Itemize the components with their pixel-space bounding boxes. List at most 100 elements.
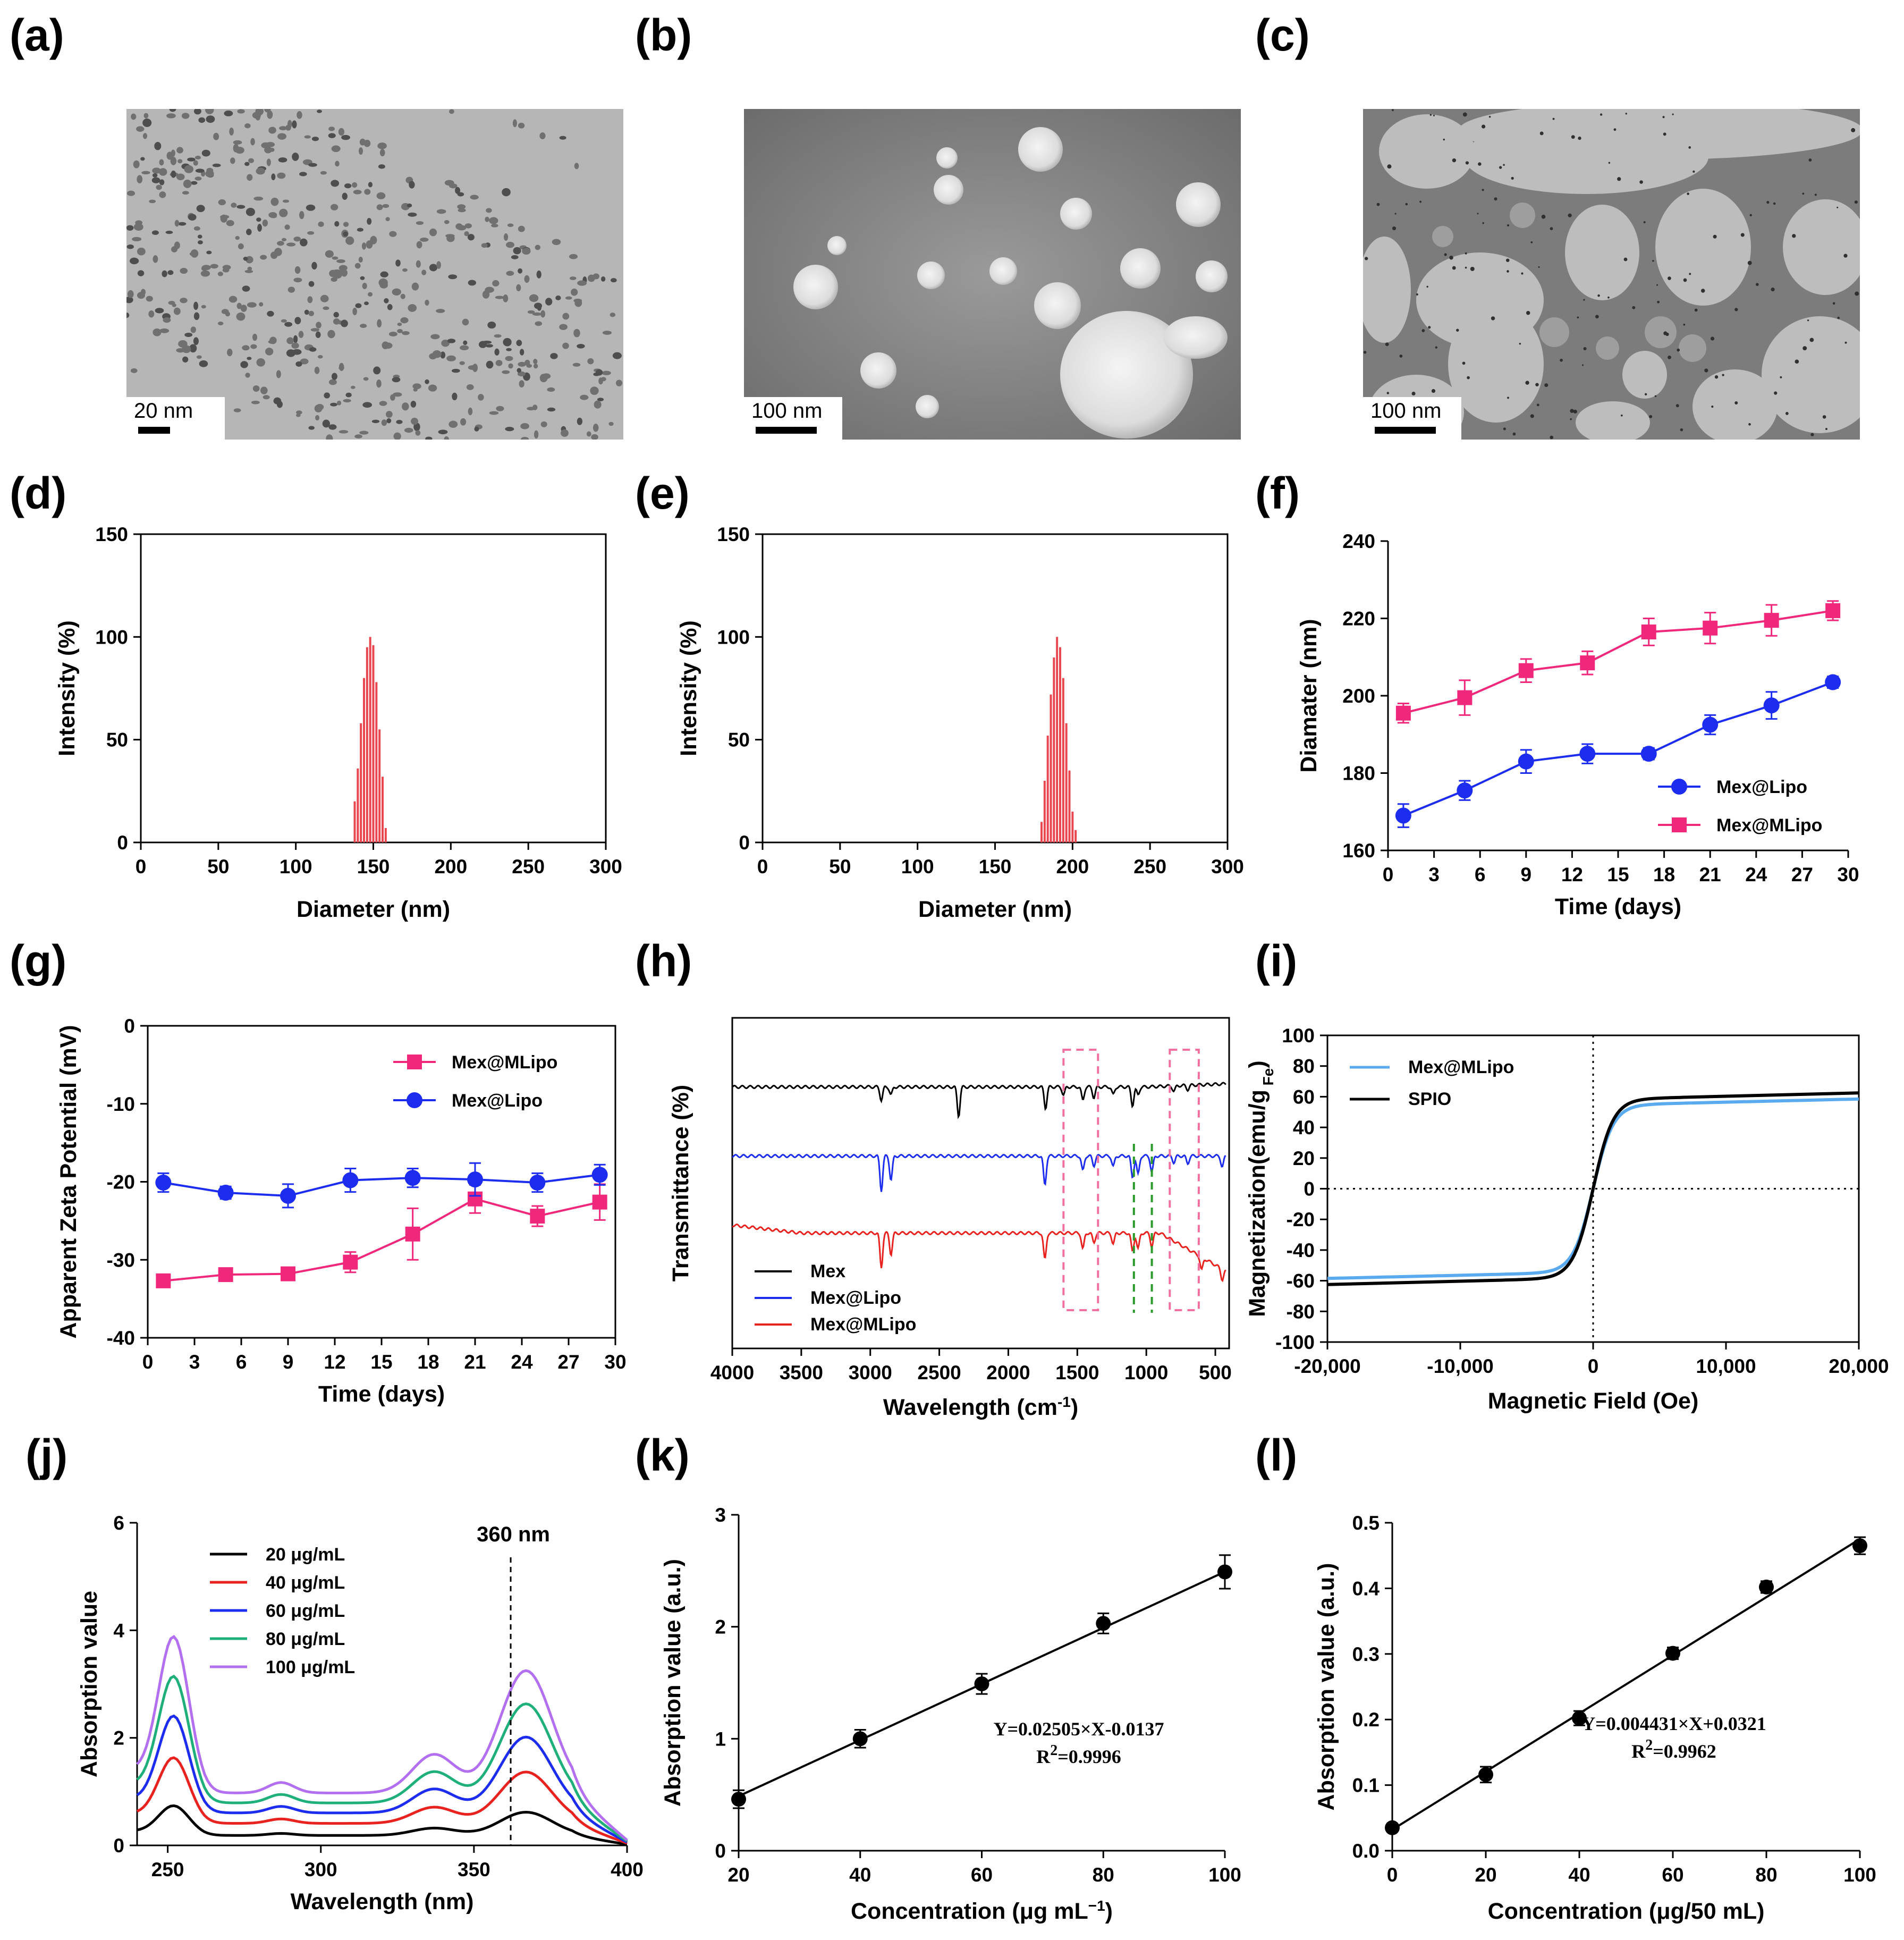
chart-j-legend-label: 60 μg/mL: [266, 1601, 345, 1621]
chart-f-legend-marker: [1671, 779, 1687, 795]
chart-h-legend-label: Mex@MLipo: [810, 1314, 916, 1335]
chart-g-point: [529, 1174, 546, 1191]
chart-h-y-label: Transmittance (%): [668, 1085, 693, 1281]
chart-l-x-tick-label: 80: [1755, 1864, 1777, 1886]
chart-e-frame: [761, 533, 1229, 844]
chart-j-y-tick-label: 4: [113, 1620, 124, 1641]
chart-e-y-tick-label: 150: [717, 524, 750, 545]
panel-label-g: (g): [10, 936, 67, 986]
chart-j-x-tick-label: 300: [304, 1859, 337, 1880]
chart-k-point: [1096, 1616, 1111, 1631]
chart-k-y-tick-label: 2: [715, 1616, 726, 1638]
chart-d-y-tick-label: 50: [106, 729, 128, 751]
chart-j-series-line: [137, 1804, 628, 1846]
chart-e-y-tick-label: 50: [728, 729, 750, 751]
chart-e-x-tick-label: 250: [1133, 856, 1166, 878]
chart-g-legend-label: Mex@MLipo: [452, 1052, 557, 1073]
chart-f-x-tick-label: 21: [1699, 864, 1721, 885]
chart-l-x-tick-label: 60: [1662, 1864, 1683, 1886]
chart-f-legend-marker: [1672, 817, 1687, 832]
chart-g-point: [343, 1254, 358, 1270]
chart-f-point: [1763, 697, 1780, 714]
chart-e-bar: [1050, 694, 1052, 842]
panel-label-c: (c): [1255, 10, 1310, 60]
chart-d-bar: [353, 801, 356, 842]
chart-g-x-tick-label: 12: [324, 1351, 345, 1373]
chart-g-x-tick-label: 15: [370, 1351, 392, 1373]
tem-image-a: 20 nm: [126, 109, 623, 440]
chart-g-y-tick-label: 0: [124, 1015, 135, 1037]
scale-label-a: 20 nm: [134, 399, 193, 423]
chart-d-x-tick-label: 100: [280, 856, 312, 878]
chart-j-series-line: [136, 1756, 628, 1845]
chart-f-point: [1580, 655, 1595, 671]
chart-g-zeta-potential: 0 3 6 9 12 15 18 21 24 27 30 -40 -30 -20 -10 0 Time (day…: [56, 1015, 627, 1407]
chart-d-x-tick-label: 0: [136, 856, 147, 878]
chart-e-x-label: Diameter (nm): [918, 897, 1072, 922]
chart-f-point: [1457, 782, 1473, 799]
chart-k-equation: Y=0.02505×X-0.0137: [993, 1718, 1164, 1740]
chart-j-y-label: Absorption value: [77, 1591, 102, 1777]
chart-g-y-tick-label: -20: [107, 1171, 135, 1193]
chart-j-y-tick-label: 6: [113, 1512, 124, 1534]
chart-k-x-tick-label: 40: [849, 1864, 871, 1886]
chart-k-x-tick-label: 60: [971, 1864, 993, 1886]
chart-f-point: [1764, 613, 1779, 628]
chart-e-x-tick-label: 100: [901, 856, 934, 878]
chart-h-x-tick-label: 1500: [1055, 1362, 1099, 1384]
chart-f-point: [1825, 674, 1841, 690]
chart-j-x-label: Wavelength (nm): [291, 1889, 474, 1914]
chart-i-y-tick-label: -100: [1275, 1331, 1315, 1353]
chart-l-y-tick-label: 0.2: [1352, 1709, 1380, 1731]
chart-g-point: [280, 1187, 296, 1204]
chart-l-y-label: Absorption value (a.u.): [1314, 1563, 1339, 1811]
chart-d-y-tick-label: 100: [95, 626, 128, 648]
chart-f-y-label: Diamater (nm): [1296, 619, 1322, 772]
chart-l-fit-line: [1391, 1538, 1861, 1831]
chart-e-y-label: Intensity (%): [676, 620, 701, 756]
chart-d-y-label: Intensity (%): [54, 620, 80, 756]
chart-h-highlight-box: [1062, 1049, 1099, 1311]
panel-label-j: (j): [26, 1430, 68, 1480]
chart-d-bar: [382, 777, 384, 842]
chart-i-y-tick-label: -80: [1287, 1301, 1315, 1322]
chart-k-x-tick-label: 20: [727, 1864, 749, 1886]
chart-i-x-tick-label: 20,000: [1829, 1355, 1889, 1377]
chart-e-bar: [1059, 647, 1061, 842]
chart-f-point: [1457, 690, 1473, 705]
chart-i-x-label: Magnetic Field (Oe): [1488, 1388, 1699, 1414]
chart-d-y-tick-label: 0: [117, 832, 128, 854]
chart-h-x-tick-label: 1000: [1124, 1362, 1168, 1384]
panel-label-b: (b): [635, 10, 692, 60]
chart-f-x-tick-label: 12: [1561, 864, 1583, 885]
chart-e-bar: [1043, 781, 1046, 842]
chart-g-point: [405, 1226, 420, 1242]
chart-h-x-label: Wavelength (cm-1): [883, 1394, 1078, 1421]
chart-e-bar: [1062, 678, 1064, 842]
chart-d-bar: [375, 682, 378, 842]
chart-j-x-tick-label: 350: [458, 1859, 490, 1880]
chart-f-point: [1518, 663, 1534, 678]
panel-label-k: (k): [635, 1430, 690, 1480]
chart-f-y-tick-label: 180: [1342, 763, 1375, 785]
chart-d-x-tick-label: 300: [589, 856, 622, 878]
chart-k-point: [974, 1676, 989, 1692]
chart-i-x-tick-label: -10,000: [1427, 1355, 1494, 1377]
chart-e-bar: [1071, 812, 1074, 842]
chart-e-bar: [1040, 822, 1043, 842]
chart-k-y-tick-label: 3: [715, 1504, 726, 1526]
chart-j-series-line: [136, 1674, 628, 1843]
chart-j-uv-spectra: 250 300 350 400 0 2 4 6 Wavelength (nm) Absorptio…: [77, 1512, 644, 1914]
chart-h-x-tick-label: 3500: [780, 1362, 823, 1384]
chart-e-x-tick-label: 0: [757, 856, 768, 878]
chart-l-point: [1385, 1820, 1400, 1835]
chart-f-y-tick-label: 220: [1342, 608, 1375, 630]
chart-j-annotation: 360 nm: [477, 1523, 550, 1546]
chart-k-calibration: 20 40 60 80 100 0 1 2 3 Concentration (μg mL−1) Ab…: [660, 1504, 1241, 1924]
chart-l-equation: Y=0.004431×X+0.0321: [1581, 1713, 1766, 1734]
chart-k-point: [731, 1792, 746, 1807]
panel-label-i: (i): [1255, 936, 1298, 986]
chart-l-point: [1572, 1710, 1587, 1726]
chart-h-x-tick-label: 4000: [710, 1362, 754, 1384]
chart-i-y-tick-label: 40: [1293, 1117, 1315, 1138]
